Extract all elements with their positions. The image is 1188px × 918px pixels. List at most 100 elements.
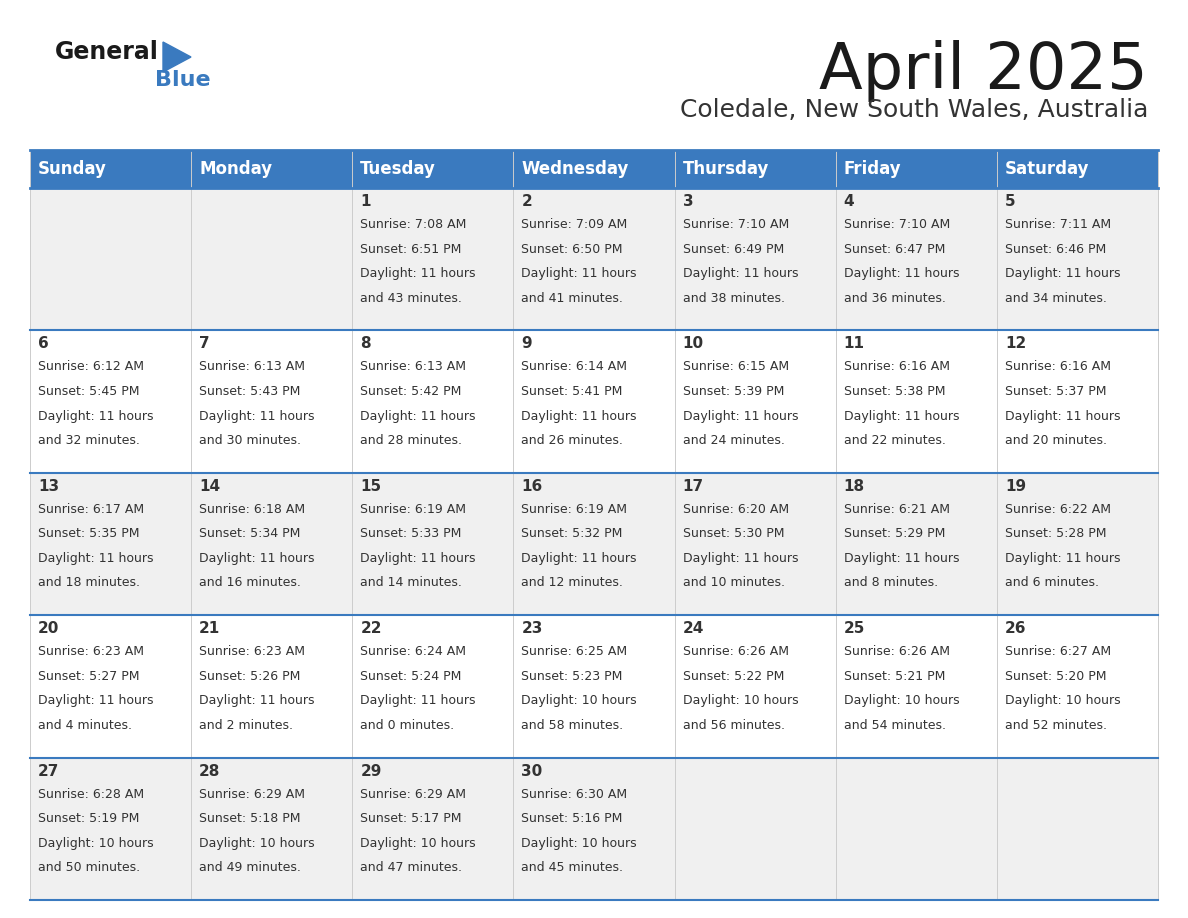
Text: 27: 27 bbox=[38, 764, 59, 778]
Text: 22: 22 bbox=[360, 621, 381, 636]
Text: Daylight: 10 hours: Daylight: 10 hours bbox=[522, 836, 637, 850]
Text: Daylight: 11 hours: Daylight: 11 hours bbox=[360, 409, 475, 422]
Text: and 12 minutes.: and 12 minutes. bbox=[522, 577, 624, 589]
Text: Sunrise: 6:29 AM: Sunrise: 6:29 AM bbox=[200, 788, 305, 800]
Text: and 49 minutes.: and 49 minutes. bbox=[200, 861, 301, 874]
Text: Daylight: 11 hours: Daylight: 11 hours bbox=[522, 409, 637, 422]
Text: 12: 12 bbox=[1005, 336, 1026, 352]
Text: Daylight: 11 hours: Daylight: 11 hours bbox=[1005, 409, 1120, 422]
Text: Sunrise: 6:17 AM: Sunrise: 6:17 AM bbox=[38, 503, 144, 516]
Text: Sunrise: 7:11 AM: Sunrise: 7:11 AM bbox=[1005, 218, 1111, 231]
Text: Daylight: 11 hours: Daylight: 11 hours bbox=[38, 409, 153, 422]
Text: 19: 19 bbox=[1005, 479, 1026, 494]
Text: Sunrise: 6:12 AM: Sunrise: 6:12 AM bbox=[38, 361, 144, 374]
Text: Thursday: Thursday bbox=[683, 160, 769, 178]
Text: Sunset: 5:35 PM: Sunset: 5:35 PM bbox=[38, 527, 139, 541]
Text: 16: 16 bbox=[522, 479, 543, 494]
Text: Sunset: 5:17 PM: Sunset: 5:17 PM bbox=[360, 812, 462, 825]
Text: Sunrise: 6:15 AM: Sunrise: 6:15 AM bbox=[683, 361, 789, 374]
Bar bbox=[30, 615, 1158, 757]
Text: Sunrise: 6:23 AM: Sunrise: 6:23 AM bbox=[38, 645, 144, 658]
Text: Sunset: 5:28 PM: Sunset: 5:28 PM bbox=[1005, 527, 1106, 541]
Text: Daylight: 10 hours: Daylight: 10 hours bbox=[522, 694, 637, 707]
Text: Daylight: 11 hours: Daylight: 11 hours bbox=[200, 552, 315, 565]
Text: Saturday: Saturday bbox=[1005, 160, 1089, 178]
Text: Sunset: 5:39 PM: Sunset: 5:39 PM bbox=[683, 385, 784, 397]
Bar bbox=[30, 150, 1158, 188]
Text: Friday: Friday bbox=[843, 160, 902, 178]
Text: Sunrise: 7:10 AM: Sunrise: 7:10 AM bbox=[843, 218, 950, 231]
Text: Sunset: 5:21 PM: Sunset: 5:21 PM bbox=[843, 670, 946, 683]
Text: Sunrise: 6:21 AM: Sunrise: 6:21 AM bbox=[843, 503, 949, 516]
Text: Sunrise: 6:18 AM: Sunrise: 6:18 AM bbox=[200, 503, 305, 516]
Text: and 45 minutes.: and 45 minutes. bbox=[522, 861, 624, 874]
Text: Sunrise: 6:28 AM: Sunrise: 6:28 AM bbox=[38, 788, 144, 800]
Text: 7: 7 bbox=[200, 336, 210, 352]
Text: Blue: Blue bbox=[154, 70, 210, 90]
Text: Sunrise: 6:30 AM: Sunrise: 6:30 AM bbox=[522, 788, 627, 800]
Text: Daylight: 11 hours: Daylight: 11 hours bbox=[360, 267, 475, 280]
Text: Daylight: 11 hours: Daylight: 11 hours bbox=[683, 267, 798, 280]
Text: and 36 minutes.: and 36 minutes. bbox=[843, 292, 946, 305]
Text: 11: 11 bbox=[843, 336, 865, 352]
Text: and 14 minutes.: and 14 minutes. bbox=[360, 577, 462, 589]
Text: 4: 4 bbox=[843, 194, 854, 209]
Text: and 38 minutes.: and 38 minutes. bbox=[683, 292, 784, 305]
Text: Sunrise: 7:10 AM: Sunrise: 7:10 AM bbox=[683, 218, 789, 231]
Text: 10: 10 bbox=[683, 336, 703, 352]
Text: Sunset: 5:26 PM: Sunset: 5:26 PM bbox=[200, 670, 301, 683]
Text: Daylight: 10 hours: Daylight: 10 hours bbox=[360, 836, 476, 850]
Text: Sunrise: 6:16 AM: Sunrise: 6:16 AM bbox=[1005, 361, 1111, 374]
Text: and 43 minutes.: and 43 minutes. bbox=[360, 292, 462, 305]
Text: and 10 minutes.: and 10 minutes. bbox=[683, 577, 784, 589]
Text: Daylight: 11 hours: Daylight: 11 hours bbox=[683, 409, 798, 422]
Text: Wednesday: Wednesday bbox=[522, 160, 628, 178]
Text: Daylight: 10 hours: Daylight: 10 hours bbox=[1005, 694, 1120, 707]
Text: Sunset: 6:46 PM: Sunset: 6:46 PM bbox=[1005, 242, 1106, 255]
Text: Daylight: 11 hours: Daylight: 11 hours bbox=[522, 267, 637, 280]
Text: Daylight: 11 hours: Daylight: 11 hours bbox=[843, 552, 959, 565]
Text: 25: 25 bbox=[843, 621, 865, 636]
Text: General: General bbox=[55, 40, 159, 64]
Text: Sunrise: 6:20 AM: Sunrise: 6:20 AM bbox=[683, 503, 789, 516]
Text: Sunset: 5:32 PM: Sunset: 5:32 PM bbox=[522, 527, 623, 541]
Text: Sunset: 5:20 PM: Sunset: 5:20 PM bbox=[1005, 670, 1106, 683]
Text: and 56 minutes.: and 56 minutes. bbox=[683, 719, 784, 732]
Text: and 34 minutes.: and 34 minutes. bbox=[1005, 292, 1107, 305]
Polygon shape bbox=[163, 42, 191, 72]
Text: 26: 26 bbox=[1005, 621, 1026, 636]
Text: Sunrise: 6:23 AM: Sunrise: 6:23 AM bbox=[200, 645, 305, 658]
Text: Sunrise: 6:27 AM: Sunrise: 6:27 AM bbox=[1005, 645, 1111, 658]
Text: 3: 3 bbox=[683, 194, 693, 209]
Text: Sunset: 5:30 PM: Sunset: 5:30 PM bbox=[683, 527, 784, 541]
Text: Sunset: 5:24 PM: Sunset: 5:24 PM bbox=[360, 670, 462, 683]
Text: Sunset: 5:37 PM: Sunset: 5:37 PM bbox=[1005, 385, 1106, 397]
Text: and 30 minutes.: and 30 minutes. bbox=[200, 434, 301, 447]
Text: Sunrise: 6:16 AM: Sunrise: 6:16 AM bbox=[843, 361, 949, 374]
Text: April 2025: April 2025 bbox=[820, 40, 1148, 102]
Bar bbox=[30, 473, 1158, 615]
Text: Sunset: 5:19 PM: Sunset: 5:19 PM bbox=[38, 812, 139, 825]
Text: Sunset: 5:45 PM: Sunset: 5:45 PM bbox=[38, 385, 139, 397]
Text: Sunrise: 7:08 AM: Sunrise: 7:08 AM bbox=[360, 218, 467, 231]
Text: Sunrise: 7:09 AM: Sunrise: 7:09 AM bbox=[522, 218, 627, 231]
Text: Daylight: 11 hours: Daylight: 11 hours bbox=[200, 694, 315, 707]
Text: 1: 1 bbox=[360, 194, 371, 209]
Text: Daylight: 11 hours: Daylight: 11 hours bbox=[38, 552, 153, 565]
Text: 30: 30 bbox=[522, 764, 543, 778]
Text: Daylight: 11 hours: Daylight: 11 hours bbox=[1005, 267, 1120, 280]
Text: Daylight: 11 hours: Daylight: 11 hours bbox=[360, 552, 475, 565]
Text: and 4 minutes.: and 4 minutes. bbox=[38, 719, 132, 732]
Text: and 32 minutes.: and 32 minutes. bbox=[38, 434, 140, 447]
Text: and 18 minutes.: and 18 minutes. bbox=[38, 577, 140, 589]
Text: 24: 24 bbox=[683, 621, 704, 636]
Text: and 26 minutes.: and 26 minutes. bbox=[522, 434, 624, 447]
Text: Sunday: Sunday bbox=[38, 160, 107, 178]
Text: Sunset: 5:34 PM: Sunset: 5:34 PM bbox=[200, 527, 301, 541]
Text: Sunrise: 6:29 AM: Sunrise: 6:29 AM bbox=[360, 788, 466, 800]
Text: Sunrise: 6:22 AM: Sunrise: 6:22 AM bbox=[1005, 503, 1111, 516]
Text: Sunrise: 6:25 AM: Sunrise: 6:25 AM bbox=[522, 645, 627, 658]
Text: and 16 minutes.: and 16 minutes. bbox=[200, 577, 301, 589]
Text: 9: 9 bbox=[522, 336, 532, 352]
Text: and 47 minutes.: and 47 minutes. bbox=[360, 861, 462, 874]
